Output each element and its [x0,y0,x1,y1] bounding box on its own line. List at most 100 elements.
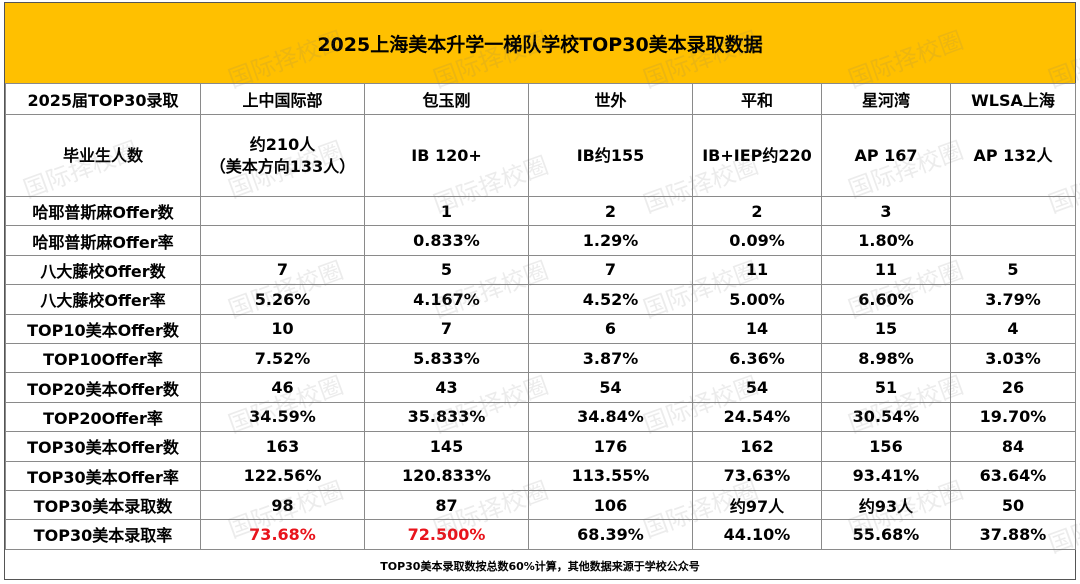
table-cell: 7 [200,254,365,286]
table-cell: 46 [200,372,365,403]
table-cell: 113.55% [528,460,693,491]
graduates-cell: IB+IEP约220 [692,114,822,197]
header-row: 2025届TOP30录取 上中国际部 包玉刚 世外 平和 星河湾 WLSA上海 [5,83,1076,115]
table-cell: 68.39% [528,519,693,550]
table-cell: 43 [364,372,529,403]
table-cell: 145 [364,431,529,462]
table-row: 八大藤校Offer数 7 5 7 11 11 5 [5,254,1076,286]
table-cell [950,195,1076,227]
row-label: TOP10美本Offer数 [5,313,201,344]
row-label: TOP30美本录取率 [5,519,201,550]
table-cell: 7 [528,254,693,286]
row-label: TOP30美本Offer数 [5,431,201,462]
table-cell: 162 [692,431,822,462]
table-cell: 7 [364,313,529,344]
table-cell: 2 [692,195,822,227]
table-cell: 51 [821,372,951,403]
header-cell-school: 星河湾 [821,83,951,115]
header-cell-school: 世外 [528,83,693,115]
table-cell: 122.56% [200,460,365,491]
graduates-line: （美本方向133人） [209,156,356,176]
table-cell: 1 [364,195,529,227]
table-cell: 3.79% [950,284,1076,315]
table-row: TOP10Offer率 7.52% 5.833% 3.87% 6.36% 8.98% 3.0… [5,342,1076,374]
table-row: TOP30美本Offer数 163 145 176 162 156 84 [5,431,1076,462]
table-cell: 120.833% [364,460,529,491]
row-label: TOP10Offer率 [5,342,201,374]
table-cell: 6 [528,313,693,344]
page-title: 2025上海美本升学一梯队学校TOP30美本录取数据 [5,3,1075,84]
table-cell: 11 [821,254,951,286]
table-row: 八大藤校Offer率 5.26% 4.167% 4.52% 5.00% 6.60% 3.79… [5,284,1076,315]
table-cell: 4 [950,313,1076,344]
footnote: TOP30美本录取数按总数60%计算，其他数据来源于学校公众号 [380,560,700,573]
table-row: 哈耶普斯麻Offer率 0.833% 1.29% 0.09% 1.80% [5,225,1076,256]
header-cell-school: 上中国际部 [200,83,365,115]
table-row: TOP30美本录取率 73.68% 72.500% 68.39% 44.10% 55.68… [5,519,1076,550]
table-row: TOP30美本Offer率 122.56% 120.833% 113.55% 73.63… [5,460,1076,491]
table-cell: 72.500% [364,519,529,550]
row-label: 哈耶普斯麻Offer率 [5,225,201,256]
table-cell: 15 [821,313,951,344]
table-cell [200,225,365,256]
table-cell: 5.833% [364,342,529,374]
table-cell: 4.52% [528,284,693,315]
table-cell: 8.98% [821,342,951,374]
table-cell: 30.54% [821,401,951,433]
table-cell: 73.68% [200,519,365,550]
table-cell: 0.09% [692,225,822,256]
table-cell: 37.88% [950,519,1076,550]
graduates-cell: AP 132人 [950,114,1076,197]
table-cell: 1.29% [528,225,693,256]
table-cell: 3 [821,195,951,227]
table-row: TOP30美本录取数 98 87 106 约97人 约93人 50 [5,489,1076,521]
table-cell: 87 [364,489,529,521]
table-cell: 约97人 [692,489,822,521]
table-cell: 84 [950,431,1076,462]
table-cell: 156 [821,431,951,462]
table-cell: 93.41% [821,460,951,491]
graduates-row: 毕业生人数 约210人 （美本方向133人） IB 120+ IB约155 IB… [5,114,1076,197]
graduates-cell: AP 167 [821,114,951,197]
table-cell: 7.52% [200,342,365,374]
row-label: 毕业生人数 [5,114,201,197]
table-cell [200,195,365,227]
row-label: 八大藤校Offer率 [5,284,201,315]
table-cell: 176 [528,431,693,462]
table-cell: 4.167% [364,284,529,315]
table-cell: 35.833% [364,401,529,433]
table-cell: 3.03% [950,342,1076,374]
table-cell: 5.26% [200,284,365,315]
table-cell: 106 [528,489,693,521]
row-label: 哈耶普斯麻Offer数 [5,195,201,227]
table-cell: 1.80% [821,225,951,256]
admission-table: 2025届TOP30录取 上中国际部 包玉刚 世外 平和 星河湾 WLSA上海 … [5,83,1076,550]
table-cell: 6.60% [821,284,951,315]
table-cell: 54 [692,372,822,403]
table-cell: 34.84% [528,401,693,433]
row-label: 八大藤校Offer数 [5,254,201,286]
table-cell: 54 [528,372,693,403]
table-cell: 5.00% [692,284,822,315]
table-cell: 6.36% [692,342,822,374]
table-cell: 34.59% [200,401,365,433]
row-label: TOP20Offer率 [5,401,201,433]
table-cell: 5 [950,254,1076,286]
table-cell: 55.68% [821,519,951,550]
header-cell-school: 平和 [692,83,822,115]
table-cell: 98 [200,489,365,521]
table-row: 哈耶普斯麻Offer数 1 2 2 3 [5,195,1076,227]
row-label: TOP30美本Offer率 [5,460,201,491]
table-cell: 0.833% [364,225,529,256]
table-cell: 50 [950,489,1076,521]
graduates-cell: IB约155 [528,114,693,197]
row-label: TOP30美本录取数 [5,489,201,521]
graduates-line: 约210人 [249,134,316,154]
header-cell-class: 2025届TOP30录取 [5,83,201,115]
table-cell: 163 [200,431,365,462]
table-cell: 24.54% [692,401,822,433]
row-label: TOP20美本Offer数 [5,372,201,403]
table-row: TOP20美本Offer数 46 43 54 54 51 26 [5,372,1076,403]
header-cell-school: WLSA上海 [950,83,1076,115]
graduates-cell: IB 120+ [364,114,529,197]
